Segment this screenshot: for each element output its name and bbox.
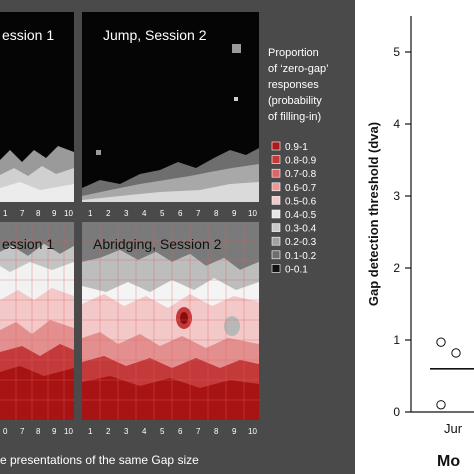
legend-title-line: responses: [268, 79, 319, 91]
panel-3-tick: 2: [106, 427, 111, 436]
legend-title-line: of ‘zero-gap’: [268, 63, 329, 75]
x-category-label: Jur: [444, 421, 463, 436]
panel-1-tick: 6: [178, 209, 183, 218]
panel-2-title: ession 1: [2, 236, 54, 252]
y-axis-label: Gap detection threshold (dva): [366, 122, 381, 306]
legend-label: 0.9-1: [285, 142, 308, 153]
legend-title: Proportion of ‘zero-gap’ responses (prob…: [268, 47, 329, 123]
heatmap-panel-jump-session-1: [0, 12, 74, 202]
data-point: [436, 337, 446, 347]
legend: 0.9-1 0.8-0.9 0.7-0.8 0.6-0.7 0.5-0.6 0.4-0.5…: [271, 141, 317, 275]
legend-title-line: (probability: [268, 95, 322, 107]
panel-1-ticks: 1 2 3 4 5 6 7 8 9 10: [88, 209, 257, 218]
gray-band-top-light: [0, 244, 74, 272]
gray-patch: [232, 44, 241, 53]
panel-1-tick: 1: [88, 209, 93, 218]
legend-swatch: [271, 223, 281, 232]
panel-0-tick-8: 8: [36, 209, 41, 218]
gray-patch: [96, 150, 101, 155]
dark-red-band: [0, 366, 74, 420]
legend-swatch: [271, 264, 281, 273]
grid-overlay: [0, 222, 74, 420]
panel-1-tick: 2: [106, 209, 111, 218]
panel-0-tick-9: 9: [52, 209, 57, 218]
legend-title-line: Proportion: [268, 47, 319, 59]
data-point: [451, 348, 461, 358]
legend-label: 0.2-0.3: [285, 237, 317, 248]
y-tick-label: 2: [393, 261, 400, 275]
data-points: [430, 337, 474, 410]
y-tick-label: 0: [393, 405, 400, 419]
y-tick-label: 3: [393, 189, 400, 203]
legend-title-line: of filling-in): [268, 111, 321, 123]
panel-2-tick-0: 0: [3, 427, 8, 436]
dark-red-core: [180, 312, 188, 324]
panel-1-tick: 5: [160, 209, 165, 218]
panel-3-tick: 6: [178, 427, 183, 436]
x-axis-label: Mo: [437, 453, 460, 470]
legend-swatch: [271, 168, 281, 178]
legend-label: 0.8-0.9: [285, 156, 317, 167]
legend-label: 0.1-0.2: [285, 251, 317, 262]
panel-1-tick: 3: [124, 209, 129, 218]
gray-patch: [234, 97, 238, 101]
y-tick-label: 5: [393, 45, 400, 59]
panel-2-tick-7: 7: [20, 427, 25, 436]
panel-0-tick-7: 7: [20, 209, 25, 218]
panel-3-tick: 4: [142, 427, 147, 436]
legend-label: 0.5-0.6: [285, 196, 317, 207]
panel-1-tick: 4: [142, 209, 147, 218]
gray-blob: [224, 316, 240, 336]
panel-1-tick: 9: [232, 209, 237, 218]
legend-swatch: [271, 155, 281, 164]
panel-3-ticks: 1 2 3 4 5 6 7 8 9 10: [88, 427, 257, 436]
data-point: [436, 400, 446, 410]
heatmap-panel-abridging-session-2: [82, 222, 259, 420]
panel-1-tick: 8: [214, 209, 219, 218]
panel-3-tick: 3: [124, 427, 129, 436]
grid-overlay: [82, 222, 259, 420]
panel-3-tick: 10: [248, 427, 257, 436]
legend-label: 0.4-0.5: [285, 210, 317, 221]
panel-3-tick: 7: [196, 427, 201, 436]
legend-swatch: [271, 196, 281, 205]
legend-swatch: [271, 250, 281, 260]
y-tick-label: 4: [393, 117, 400, 131]
bottom-caption: e presentations of the same Gap size: [0, 453, 199, 467]
gray-band-pale: [82, 182, 259, 202]
panel-2-tick-8: 8: [36, 427, 41, 436]
legend-swatch: [271, 209, 281, 219]
legend-label: 0.3-0.4: [285, 224, 317, 235]
legend-swatch: [271, 141, 281, 151]
legend-label: 0.7-0.8: [285, 169, 317, 180]
panel-3-tick: 8: [214, 427, 219, 436]
heatmap-panel-jump-session-2: [82, 12, 259, 202]
gray-band-top: [82, 222, 259, 270]
legend-swatch: [271, 236, 281, 246]
panel-1-title: Jump, Session 2: [103, 27, 207, 43]
panel-3-tick: 1: [88, 427, 93, 436]
legend-swatch: [271, 182, 281, 192]
panel-2-tick-10: 10: [64, 427, 73, 436]
panel-1-tick: 10: [248, 209, 257, 218]
y-tick-label: 1: [393, 333, 400, 347]
panel-3-tick: 9: [232, 427, 237, 436]
y-ticks: 0 1 2 3 4 5: [393, 45, 411, 419]
panel-2-tick-9: 9: [52, 427, 57, 436]
panel-0-tick-1: 1: [3, 209, 8, 218]
gray-band-top: [0, 222, 74, 256]
panel-3-title: Abridging, Session 2: [93, 236, 222, 252]
threshold-plot: 0 1 2 3 4 5 Gap detection threshold (dva) Jur…: [366, 16, 474, 470]
panel-1-tick: 7: [196, 209, 201, 218]
gray-band-pale: [0, 182, 74, 202]
gray-band-top-light: [82, 250, 259, 292]
legend-label: 0-0.1: [285, 264, 308, 275]
panel-0-tick-10: 10: [64, 209, 73, 218]
panel-3-tick: 5: [160, 427, 165, 436]
dark-red-band: [82, 376, 259, 420]
panel-0-title: ession 1: [2, 27, 54, 43]
heatmap-panel-abridging-session-1: [0, 222, 74, 420]
legend-label: 0.6-0.7: [285, 183, 317, 194]
